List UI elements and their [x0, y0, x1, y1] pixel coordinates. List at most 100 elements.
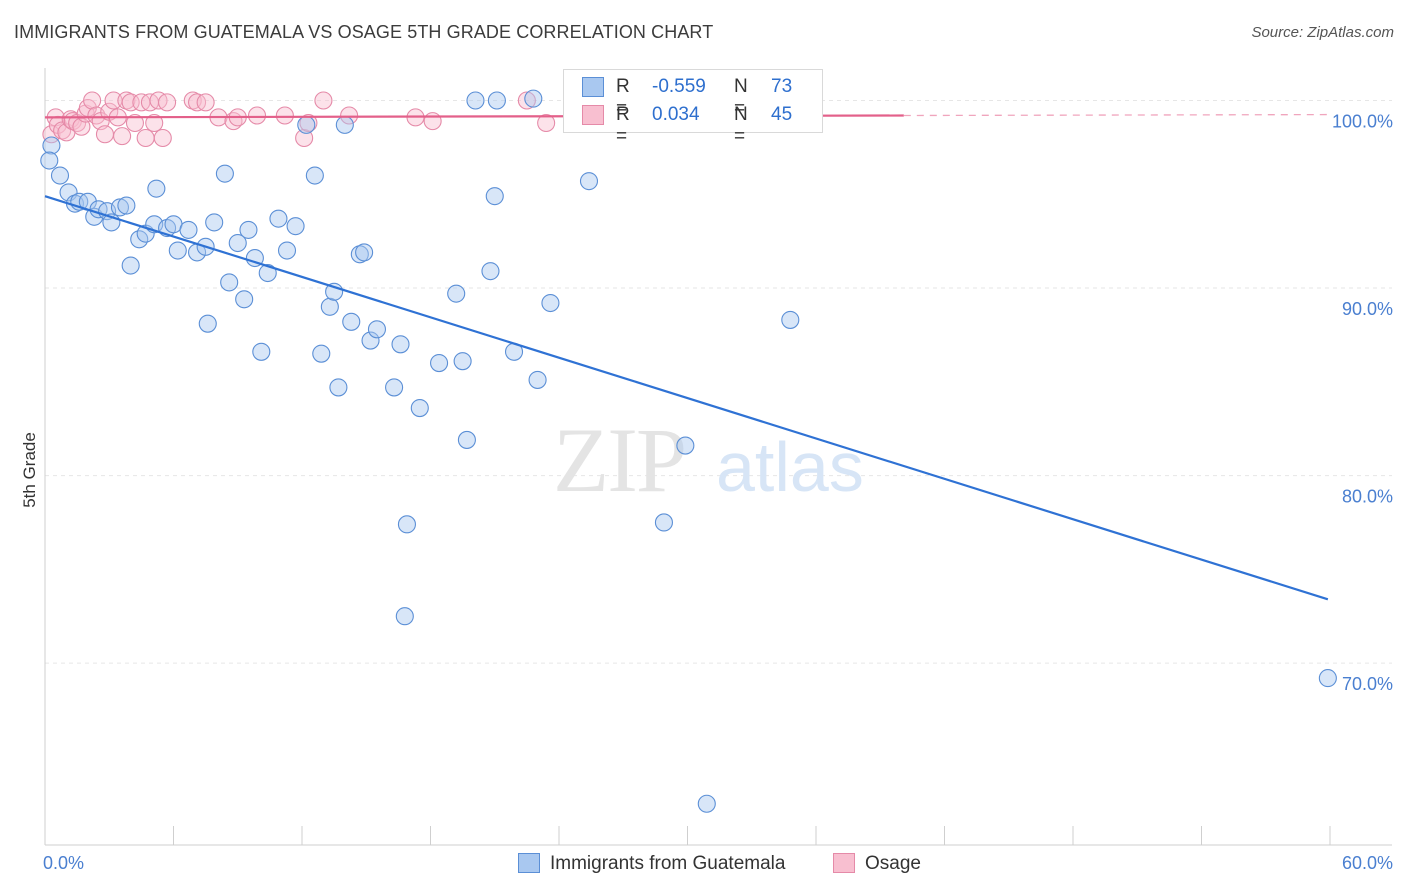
data-point	[269, 209, 288, 228]
y-tick-label: 80.0%	[1342, 487, 1393, 507]
r-value: -0.559	[652, 76, 706, 97]
series-guatemala-points	[40, 89, 1337, 813]
trend-lines	[44, 113, 1329, 601]
data-point	[40, 151, 59, 170]
data-point	[481, 262, 500, 281]
data-point	[117, 196, 136, 215]
watermark: ZIP atlas	[553, 409, 864, 511]
data-point	[42, 136, 61, 155]
data-point	[145, 113, 164, 133]
tick-labels: 70.0% 80.0% 90.0% 100.0% 0.0% 60.0%	[43, 112, 1393, 873]
data-point	[329, 378, 348, 397]
data-point	[355, 243, 374, 262]
data-point	[541, 293, 560, 313]
data-point	[537, 113, 556, 133]
y-tick-label: 100.0%	[1332, 112, 1393, 132]
gridlines	[45, 100, 1392, 664]
watermark-zip: ZIP	[553, 409, 685, 511]
trend-line	[44, 195, 1329, 601]
data-point	[247, 106, 267, 125]
bottom-legend-swatch-osage	[833, 853, 855, 873]
data-point	[168, 241, 187, 260]
r-label: R =	[616, 104, 630, 147]
data-point	[517, 91, 536, 110]
x-tick-label: 0.0%	[43, 853, 84, 873]
data-point	[95, 125, 115, 144]
data-point	[245, 248, 264, 268]
data-point	[258, 263, 277, 283]
y-tick-label: 90.0%	[1342, 299, 1393, 319]
data-point	[158, 93, 177, 112]
data-point	[239, 220, 258, 239]
n-label: N =	[734, 76, 748, 119]
data-point	[524, 89, 543, 108]
data-point	[781, 310, 800, 329]
data-point	[83, 91, 102, 110]
data-point	[367, 320, 387, 339]
data-point	[676, 436, 695, 455]
data-point	[121, 256, 140, 275]
data-point	[395, 607, 414, 626]
watermark-atlas: atlas	[716, 428, 864, 506]
legend-swatch-osage	[582, 105, 604, 125]
data-point	[198, 314, 217, 333]
r-label: R =	[616, 76, 630, 119]
data-point	[121, 93, 140, 112]
data-point	[654, 513, 673, 532]
data-point	[487, 91, 506, 110]
data-point	[466, 91, 485, 110]
data-point	[457, 430, 476, 449]
data-point	[228, 233, 247, 253]
data-point	[485, 187, 504, 206]
data-point	[295, 128, 314, 148]
data-point	[220, 273, 239, 292]
bottom-legend-swatch-guatemala	[518, 853, 540, 873]
data-point	[215, 164, 234, 183]
data-point	[277, 241, 297, 260]
y-axis-label: 5th Grade	[20, 432, 39, 508]
data-point	[335, 115, 354, 134]
data-point	[410, 399, 429, 418]
data-point	[340, 106, 359, 125]
chart-title: IMMIGRANTS FROM GUATEMALA VS OSAGE 5TH G…	[14, 22, 714, 42]
y-tick-label: 70.0%	[1342, 674, 1393, 694]
n-value: 45	[771, 104, 793, 125]
data-point	[196, 93, 215, 112]
bottom-legend-label: Osage	[865, 853, 921, 874]
data-point	[447, 284, 466, 303]
trend-line-extension	[903, 113, 1328, 117]
data-point	[153, 128, 172, 148]
data-point	[361, 331, 380, 350]
data-point	[391, 335, 410, 354]
data-point	[312, 344, 331, 363]
data-point	[305, 166, 324, 185]
data-point	[453, 352, 472, 371]
data-point	[205, 213, 224, 232]
data-point	[697, 794, 716, 813]
r-value: 0.034	[652, 104, 700, 125]
data-point	[397, 515, 416, 534]
data-point	[252, 342, 271, 361]
data-point	[430, 353, 449, 373]
data-point	[147, 179, 166, 198]
data-point	[385, 378, 404, 397]
data-point	[1318, 669, 1337, 688]
n-value: 73	[771, 76, 793, 97]
data-point	[528, 370, 547, 389]
stats-legend: R = -0.559 N = 73 R = 0.034 N = 45	[563, 69, 823, 147]
data-point	[423, 112, 442, 131]
data-point	[286, 217, 305, 236]
n-label: N =	[734, 104, 748, 147]
legend-swatch-guatemala	[582, 77, 604, 97]
data-point	[314, 91, 333, 110]
data-point	[579, 172, 599, 191]
data-point	[297, 115, 316, 134]
x-tick-label: 60.0%	[1342, 853, 1393, 873]
bottom-legend-label: Immigrants from Guatemala	[550, 853, 786, 874]
data-point	[179, 220, 198, 239]
data-point	[342, 312, 361, 331]
data-point	[50, 166, 70, 185]
data-point	[136, 128, 155, 148]
axes	[44, 68, 1392, 846]
